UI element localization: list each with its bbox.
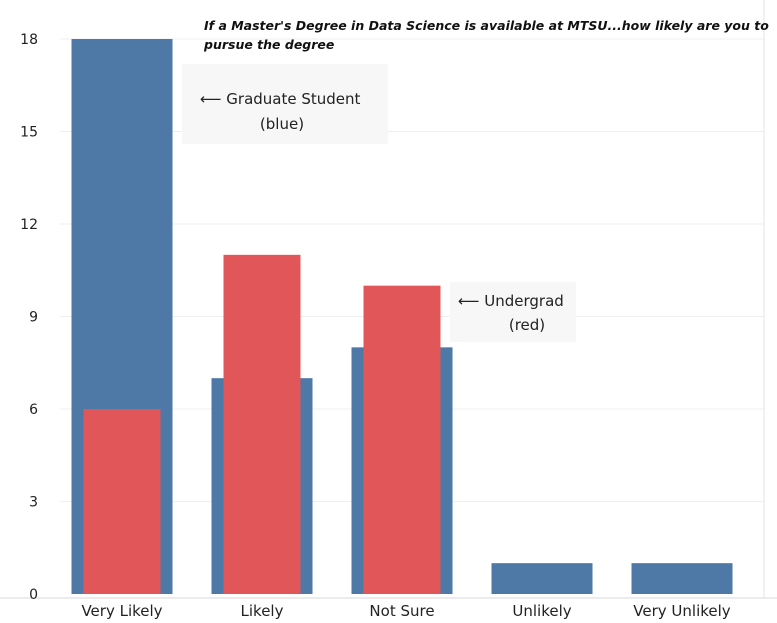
bars-undergrad bbox=[83, 254, 441, 595]
bar-undergrad bbox=[363, 285, 441, 594]
y-tick-label: 12 bbox=[20, 217, 38, 233]
bar-graduate bbox=[631, 563, 733, 594]
bar-undergrad bbox=[83, 409, 161, 594]
annotation-graduate-box bbox=[182, 64, 388, 144]
x-category-label: Not Sure bbox=[369, 602, 434, 620]
x-category-label: Likely bbox=[241, 602, 284, 620]
annotation-undergrad: ⟵ Undergrad (red) bbox=[450, 282, 576, 342]
bar-undergrad bbox=[223, 254, 301, 595]
annotation-graduate-line-1: ⟵ Graduate Student bbox=[200, 90, 361, 108]
chart-title-line-1: If a Master's Degree in Data Science is … bbox=[204, 18, 769, 33]
y-tick-label: 3 bbox=[29, 495, 38, 511]
y-axis-tick-labels: 0 3 6 9 12 15 18 bbox=[20, 32, 38, 603]
y-tick-label: 9 bbox=[29, 310, 38, 326]
x-category-label: Very Likely bbox=[81, 602, 162, 620]
y-tick-label: 18 bbox=[20, 32, 38, 48]
x-axis-category-labels: Very Likely Likely Not Sure Unlikely Very Un… bbox=[81, 602, 730, 620]
annotation-graduate-line-2: (blue) bbox=[260, 115, 304, 133]
x-category-label: Very Unlikely bbox=[633, 602, 731, 620]
chart-title-line-2: pursue the degree bbox=[203, 37, 334, 52]
annotation-undergrad-line-1: ⟵ Undergrad bbox=[458, 292, 564, 310]
annotation-undergrad-line-2: (red) bbox=[509, 316, 545, 334]
x-category-label: Unlikely bbox=[512, 602, 571, 620]
bar-graduate bbox=[491, 563, 593, 594]
annotation-undergrad-box bbox=[450, 282, 576, 342]
y-tick-label: 6 bbox=[29, 402, 38, 418]
annotation-graduate: ⟵ Graduate Student (blue) bbox=[182, 64, 388, 144]
y-tick-label: 15 bbox=[20, 125, 38, 141]
y-tick-label: 0 bbox=[29, 587, 38, 603]
